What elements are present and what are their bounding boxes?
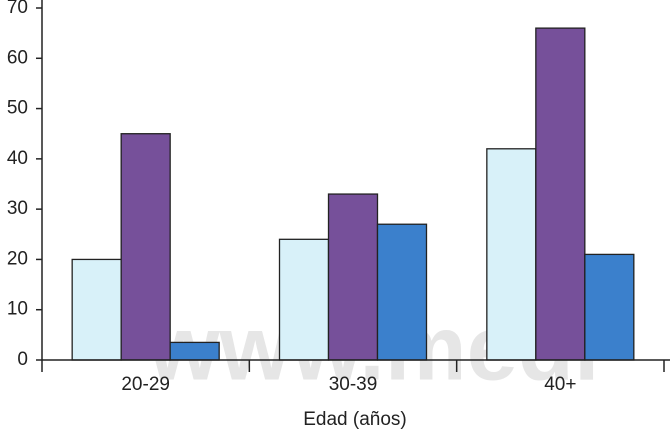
bar	[327, 193, 379, 361]
x-axis-title: Edad (años)	[303, 409, 407, 430]
y-tick-label: 30	[7, 198, 28, 219]
bar	[535, 27, 586, 361]
bar	[278, 238, 330, 361]
bar	[169, 341, 220, 361]
y-tick-label: 70	[7, 0, 28, 18]
y-tick-label: 20	[7, 248, 28, 269]
x-tick-label: 20-29	[121, 374, 170, 395]
y-tick-label: 60	[7, 47, 28, 68]
bar	[71, 258, 122, 361]
bar	[376, 223, 428, 361]
y-tick-label: 10	[7, 299, 28, 320]
y-tick-label: 0	[17, 349, 28, 370]
y-tick-label: 40	[7, 148, 28, 169]
bar	[584, 253, 635, 361]
bar	[486, 148, 537, 361]
y-tick-label: 50	[7, 98, 28, 119]
x-tick-label: 40+	[544, 374, 576, 395]
x-tick-label: 30-39	[329, 374, 378, 395]
bar	[120, 133, 171, 361]
